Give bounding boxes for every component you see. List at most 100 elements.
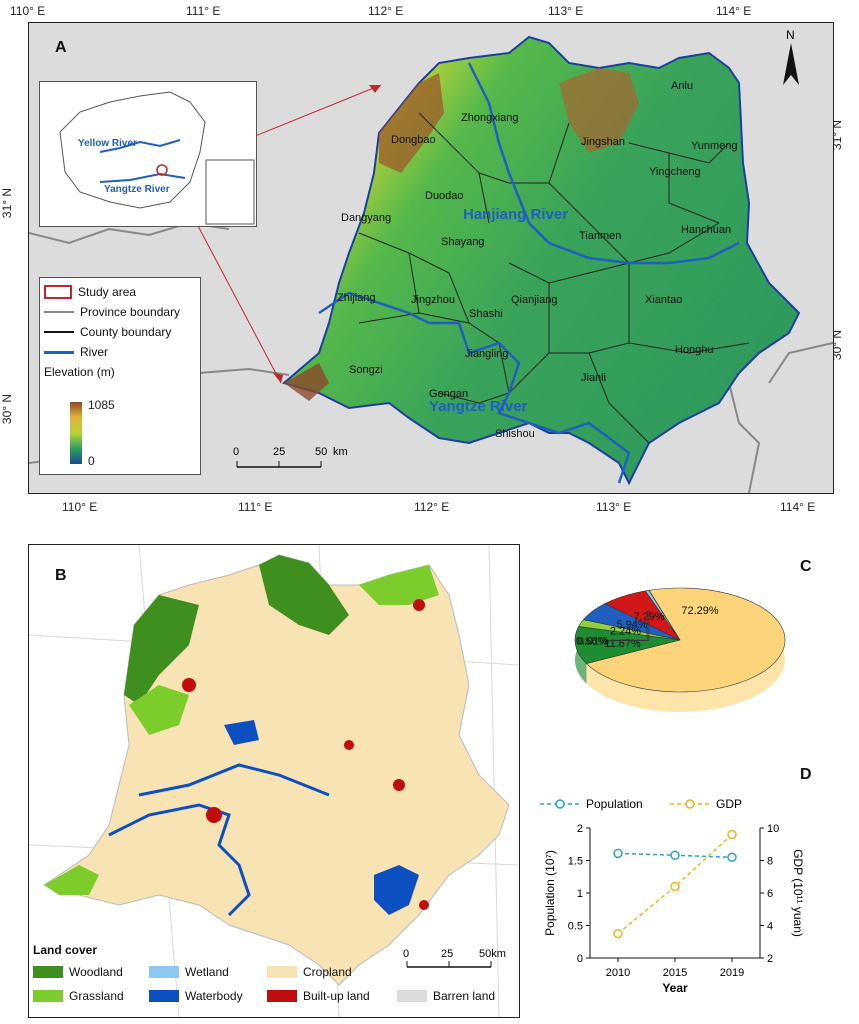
- county-label-xiantao: Xiantao: [645, 294, 682, 306]
- built-up-patch-6: [419, 900, 429, 910]
- legend-river-label: River: [80, 345, 109, 359]
- county-label-gongan: Gongan: [429, 388, 468, 400]
- panel-d-letter: D: [800, 766, 812, 783]
- left-tick-label: 1: [577, 888, 583, 900]
- county-label-songzi: Songzi: [349, 364, 383, 376]
- legend-study-area-label: Study area: [78, 285, 137, 299]
- legend-label-population: Population: [586, 797, 643, 811]
- pie-label-woodland: 11.67%: [604, 638, 641, 650]
- county-label-honghu: Honghu: [675, 344, 714, 356]
- county-label-jiangling: Jiangling: [465, 348, 508, 360]
- legend-cropland-label: Cropland: [303, 965, 352, 979]
- legend-wetland: Wetland: [149, 965, 229, 979]
- x-axis-title: Year: [662, 981, 688, 995]
- legend-label-gdp: GDP: [716, 797, 742, 811]
- point-gdp-2019: [727, 829, 737, 840]
- county-label-yunmeng: Yunmeng: [691, 140, 737, 152]
- elevation-map: Anlu Zhongxiang Jingshan Dongbao Yunmeng…: [29, 28, 833, 493]
- county-label-duodao: Duodao: [425, 190, 464, 202]
- yangtze-river: [318, 291, 631, 484]
- lon-tick-top-4: 113° E: [548, 4, 584, 18]
- north-label: N: [786, 28, 795, 42]
- legend-barren-label: Barren land: [433, 989, 496, 1003]
- pie-label-waterbody: 5.94%: [616, 619, 647, 631]
- legend-county-label: County boundary: [80, 325, 172, 339]
- legend-county-boundary: County boundary: [40, 322, 200, 342]
- inset-leader-arrow-1: [369, 85, 381, 93]
- county-label-qianjiang: Qianjiang: [511, 294, 557, 306]
- highland-patch-3: [284, 363, 329, 401]
- elevation-max-label: 1085: [88, 398, 115, 412]
- point-population-2010: [613, 848, 623, 859]
- woodland-swatch: [33, 966, 63, 978]
- right-tick-label: 2: [767, 953, 773, 965]
- elevation-min-label: 0: [88, 454, 95, 468]
- inset-label-yangtze-river: Yangtze River: [104, 184, 170, 195]
- study-area-shape: [281, 35, 801, 486]
- scale-b-tick-25: 25: [441, 948, 453, 960]
- county-label-jingzhou: Jingzhou: [411, 294, 455, 306]
- grassland-patch-2: [44, 865, 99, 895]
- inset-label-yellow-river: Yellow River: [78, 138, 137, 149]
- right-tick-label: 6: [767, 888, 773, 900]
- lon-tick-top-3: 112° E: [368, 4, 404, 18]
- river-label-yangtze: Yangtze River: [429, 398, 528, 415]
- county-label-jingshan: Jingshan: [581, 136, 625, 148]
- left-tick-label: 1.5: [568, 856, 583, 868]
- woodland-patch-2: [259, 555, 349, 635]
- legend-waterbody: Waterbody: [149, 989, 243, 1003]
- land-cover-area: [42, 554, 510, 986]
- pie-label-grassland: 2.24%: [610, 626, 641, 638]
- legend-cropland: Cropland: [267, 965, 352, 979]
- china-outline: Yellow River Yangtze River: [59, 91, 255, 225]
- legend-built-up-land: Built-up land: [267, 989, 370, 1003]
- lat-tick-left-2: 30° N: [0, 393, 15, 425]
- x-tick-label: 2010: [606, 967, 630, 979]
- river-line-swatch: [44, 350, 74, 354]
- scale-a-tick-0: 0: [233, 446, 239, 458]
- right-axis-title: GDP (10¹¹ yuan): [791, 849, 805, 937]
- county-label-shashi: Shashi: [469, 308, 503, 320]
- province-line-swatch: [44, 311, 74, 313]
- waterbody-swatch: [149, 990, 179, 1002]
- built-up-patch-5: [344, 740, 354, 750]
- legend-woodland: Woodland: [33, 965, 123, 979]
- left-tick-label: 0.5: [568, 921, 583, 933]
- panel-c-letter: C: [800, 558, 812, 575]
- grassland-patch-1: [129, 685, 189, 735]
- grassland-swatch: [33, 990, 63, 1002]
- lon-tick-top-5: 114° E: [716, 4, 752, 18]
- legend-waterbody-label: Waterbody: [185, 989, 243, 1003]
- elevation-color-bar: [70, 402, 82, 464]
- x-tick-label: 2015: [663, 967, 687, 979]
- land-cover-map: 0 25 50km: [29, 545, 519, 1017]
- county-label-zhongxiang: Zhongxiang: [461, 112, 519, 124]
- study-area-swatch: [44, 285, 72, 299]
- scale-b-tick-0: 0: [403, 948, 409, 960]
- built-up-patch-2: [413, 599, 425, 611]
- scale-a-tick-50: 50: [315, 446, 327, 458]
- scale-a-unit: km: [333, 446, 348, 458]
- left-tick-label: 2: [577, 823, 583, 835]
- legend-grassland-label: Grassland: [69, 989, 124, 1003]
- woodland-patch-1: [124, 595, 199, 705]
- county-label-dongbao: Dongbao: [391, 134, 436, 146]
- lon-tick-bottom-5: 114° E: [780, 500, 816, 514]
- right-tick-label: 8: [767, 856, 773, 868]
- county-label-yingcheng: Yingcheng: [649, 166, 701, 178]
- legend-elevation-title: Elevation (m): [44, 365, 115, 379]
- river-label-hanjiang: Hanjiang River: [463, 206, 568, 223]
- wetland-swatch: [149, 966, 179, 978]
- county-label-jianli: Jianli: [581, 372, 606, 384]
- left-tick-label: 0: [577, 953, 583, 965]
- point-population-2019: [727, 852, 737, 862]
- point-population-2015: [670, 850, 680, 861]
- left-axis-title: Population (10⁷): [543, 850, 557, 936]
- legend-river: River: [40, 342, 200, 362]
- legend-grassland: Grassland: [33, 989, 124, 1003]
- highland-patch-2: [559, 68, 639, 153]
- lon-tick-bottom-1: 110° E: [62, 500, 98, 514]
- right-tick-label: 10: [767, 823, 779, 835]
- grassland-patch-3: [359, 565, 439, 605]
- lon-tick-top-1: 110° E: [10, 4, 46, 18]
